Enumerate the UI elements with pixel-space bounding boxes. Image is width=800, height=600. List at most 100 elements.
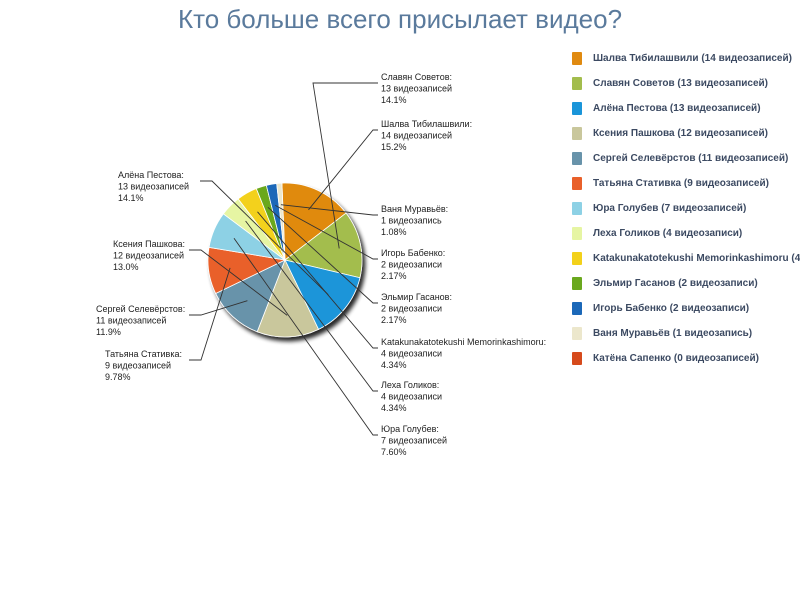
slice-label-line: Katakunakatotekushi Memorinkashimoru:	[381, 337, 546, 347]
legend: Шалва Тибилашвили (14 видеозаписей) Славя…	[572, 50, 800, 375]
slice-label-line: Юра Голубев:	[381, 424, 439, 434]
slice-label-line: Сергей Селевёрстов:	[96, 304, 185, 314]
slice-label-line: 11 видеозаписей	[96, 316, 166, 326]
pie-slice	[284, 212, 363, 279]
slice-label-line: Славян Советов:	[381, 72, 452, 82]
legend-swatch	[572, 102, 582, 115]
leader-line	[257, 211, 378, 349]
slice-label: Леха Голиков: 4 видеозаписи 4.34%	[381, 380, 442, 413]
slice-labels: Шалва Тибилашвили: 14 видеозаписей 15.2% Сл…	[96, 72, 546, 457]
legend-swatch	[572, 277, 582, 290]
slice-label-line: 13 видеозаписей	[118, 182, 189, 192]
legend-swatch	[572, 252, 582, 265]
pie-slice	[256, 258, 320, 338]
slice-label-line: 7 видеозаписей	[381, 436, 447, 446]
leader-line	[312, 82, 378, 249]
slice-label-line: 4 видеозаписи	[381, 392, 442, 402]
legend-swatch	[572, 352, 582, 365]
slice-label-line: 15.2%	[381, 142, 407, 152]
legend-swatch	[572, 327, 582, 340]
legend-swatch	[572, 227, 582, 240]
legend-item: Алёна Пестова (13 видеозаписей)	[572, 100, 800, 125]
legend-item: Леха Голиков (4 видеозаписи)	[572, 225, 800, 250]
slice-label: Katakunakatotekushi Memorinkashimoru: 4 в…	[381, 337, 546, 370]
slice-label-line: Игорь Бабенко:	[381, 248, 445, 258]
slice-label: Славян Советов: 13 видеозаписей 14.1%	[381, 72, 452, 105]
leader-line	[275, 205, 378, 260]
slice-label: Татьяна Стативка: 9 видеозаписей 9.78%	[105, 349, 182, 382]
legend-label: Алёна Пестова (13 видеозаписей)	[593, 103, 761, 114]
leader-lines	[189, 82, 378, 436]
legend-item: Эльмир Гасанов (2 видеозаписи)	[572, 275, 800, 300]
slice-label-line: 14 видеозаписей	[381, 131, 452, 141]
slice-label-line: Шалва Тибилашвили:	[381, 119, 472, 129]
slice-label-line: 1 видеозапись	[381, 216, 442, 226]
legend-item: Катёна Сапенко (0 видеозаписей)	[572, 350, 800, 375]
pie-chart: Шалва Тибилашвили: 14 видеозаписей 15.2% Сл…	[96, 72, 546, 457]
legend-swatch	[572, 77, 582, 90]
legend-swatch	[572, 302, 582, 315]
legend-label: Катёна Сапенко (0 видеозаписей)	[593, 353, 759, 364]
leader-line	[245, 220, 378, 392]
leader-line	[189, 300, 248, 316]
slice-label-line: 4.34%	[381, 360, 407, 370]
leader-line	[189, 249, 288, 316]
slice-label: Сергей Селевёрстов: 11 видеозаписей 11.9%	[96, 304, 185, 337]
leader-line	[189, 267, 231, 361]
slice-label-line: 9 видеозаписей	[105, 361, 171, 371]
slice-label-line: Ксения Пашкова:	[113, 239, 185, 249]
slice-label-line: 9.78%	[105, 372, 131, 382]
slice-label-line: 7.60%	[381, 447, 407, 457]
leader-line	[267, 206, 378, 304]
legend-label: Ваня Муравьёв (1 видеозапись)	[593, 328, 753, 339]
legend-item: Славян Советов (13 видеозаписей)	[572, 75, 800, 100]
slice-label-line: 12 видеозаписей	[113, 251, 184, 261]
legend-swatch	[572, 177, 582, 190]
legend-swatch	[572, 202, 582, 215]
slice-label-line: 2 видеозаписи	[381, 260, 442, 270]
slice-label-line: 14.1%	[381, 95, 407, 105]
legend-swatch	[572, 152, 582, 165]
legend-item: Ваня Муравьёв (1 видеозапись)	[572, 325, 800, 350]
leader-line	[200, 180, 329, 296]
slice-label-line: Татьяна Стативка:	[105, 349, 182, 359]
legend-label: Юра Голубев (7 видеозаписей)	[593, 203, 747, 214]
slice-label-line: Алёна Пестова:	[118, 170, 184, 180]
slice-label: Эльмир Гасанов: 2 видеозаписи 2.17%	[381, 292, 452, 325]
legend-item: Юра Голубев (7 видеозаписей)	[572, 200, 800, 225]
slice-label: Ваня Муравьёв: 1 видеозапись 1.08%	[381, 204, 448, 237]
legend-item: Татьяна Стативка (9 видеозаписей)	[572, 175, 800, 200]
slice-label-line: 13 видеозаписей	[381, 84, 452, 94]
leader-line	[308, 129, 378, 211]
slice-label: Ксения Пашкова: 12 видеозаписей 13.0%	[113, 239, 185, 272]
legend-label: Katakunakatotekushi Memorinkashimoru (4 …	[593, 253, 800, 264]
slice-label: Юра Голубев: 7 видеозаписей 7.60%	[381, 424, 447, 457]
legend-label: Игорь Бабенко (2 видеозаписи)	[593, 303, 750, 314]
legend-swatch	[572, 52, 582, 65]
legend-item: Ксения Пашкова (12 видеозаписей)	[572, 125, 800, 150]
legend-label: Эльмир Гасанов (2 видеозаписи)	[593, 278, 758, 289]
legend-label: Славян Советов (13 видеозаписей)	[593, 78, 768, 89]
chart-title: Кто больше всего присылает видео?	[177, 4, 623, 34]
slice-label-line: 14.1%	[118, 193, 144, 203]
slice-label-line: 2.17%	[381, 271, 407, 281]
pie-slices	[207, 182, 363, 338]
leader-line	[233, 237, 378, 436]
pie-slice	[284, 259, 361, 330]
legend-item: Сергей Селевёрстов (11 видеозаписей)	[572, 150, 800, 175]
legend-item: Шалва Тибилашвили (14 видеозаписей)	[572, 50, 800, 75]
legend-label: Татьяна Стативка (9 видеозаписей)	[593, 178, 769, 189]
legend-item: Игорь Бабенко (2 видеозаписи)	[572, 300, 800, 325]
slice-label-line: Леха Голиков:	[381, 380, 439, 390]
slice-label-line: Ваня Муравьёв:	[381, 204, 448, 214]
slice-label: Игорь Бабенко: 2 видеозаписи 2.17%	[381, 248, 445, 281]
slice-label-line: 2 видеозаписи	[381, 304, 442, 314]
slice-label: Алёна Пестова: 13 видеозаписей 14.1%	[118, 170, 189, 203]
legend-label: Сергей Селевёрстов (11 видеозаписей)	[593, 153, 789, 164]
slice-label-line: Эльмир Гасанов:	[381, 292, 452, 302]
slice-label-line: 1.08%	[381, 227, 407, 237]
legend-label: Ксения Пашкова (12 видеозаписей)	[593, 128, 768, 139]
leader-line	[280, 204, 378, 216]
legend-label: Шалва Тибилашвили (14 видеозаписей)	[593, 53, 792, 64]
slice-label-line: 11.9%	[96, 327, 121, 337]
